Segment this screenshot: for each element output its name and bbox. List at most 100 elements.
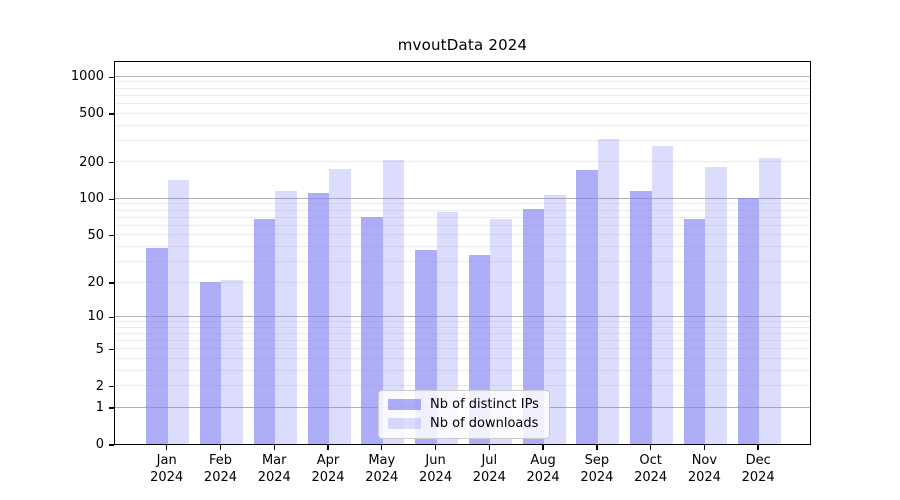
bar-nov-downloads [705, 167, 727, 444]
x-tick-label-sep: Sep 2024 [580, 453, 614, 485]
minor-gridline [115, 203, 810, 205]
x-tick-label-dec: Dec 2024 [741, 453, 775, 485]
y-tick-mark [109, 316, 114, 319]
minor-gridline [115, 326, 810, 328]
y-tick-label: 0 [95, 437, 104, 452]
bar-dec-distinct-ips [737, 198, 760, 444]
bar-oct-distinct-ips [630, 190, 652, 444]
y-tick-label: 50 [87, 227, 104, 243]
y-tick-mark [109, 235, 114, 237]
legend-label-downloads: Nb of downloads [430, 416, 539, 431]
minor-gridline [115, 385, 810, 387]
bar-aug-downloads [544, 194, 566, 444]
bar-may-downloads [382, 160, 405, 444]
y-tick-mark [109, 113, 114, 115]
bar-aug-distinct-ips [522, 208, 545, 444]
x-tick-mark [488, 445, 490, 450]
bar-nov-distinct-ips [683, 218, 706, 444]
legend-swatch-distinct-ips-icon [388, 399, 421, 410]
bar-sep-downloads [597, 138, 620, 444]
y-tick-mark [109, 407, 114, 409]
x-tick-label-jun: Jun 2024 [419, 453, 453, 485]
x-tick-label-jan: Jan 2024 [150, 453, 184, 485]
minor-gridline [115, 216, 810, 218]
minor-gridline [115, 320, 810, 322]
legend: Nb of distinct IPs Nb of downloads [378, 390, 550, 439]
major-gridline [115, 197, 810, 199]
y-tick-mark [109, 282, 114, 284]
x-tick-mark [434, 445, 437, 450]
y-tick-mark [109, 444, 114, 446]
minor-gridline [115, 339, 810, 341]
minor-gridline [115, 357, 810, 359]
x-tick-label-mar: Mar 2024 [257, 453, 291, 485]
y-tick-label: 5 [95, 341, 104, 357]
y-tick-label: 1000 [70, 69, 104, 85]
y-tick-label: 10 [87, 309, 104, 325]
minor-gridline [115, 224, 810, 226]
x-tick-label-may: May 2024 [365, 453, 399, 485]
y-tick-label: 100 [79, 191, 104, 207]
minor-gridline [115, 245, 810, 247]
x-tick-mark [596, 445, 598, 450]
minor-gridline [115, 348, 810, 350]
x-tick-mark [381, 445, 383, 450]
minor-gridline [115, 161, 810, 163]
minor-gridline [115, 281, 810, 283]
minor-gridline [115, 332, 810, 334]
x-tick-label-jul: Jul 2024 [472, 453, 506, 485]
y-tick-label: 1 [95, 400, 104, 416]
bar-feb-downloads [221, 279, 243, 444]
major-gridline [115, 75, 810, 77]
minor-gridline [115, 103, 810, 104]
minor-gridline [115, 369, 810, 371]
y-tick-label: 20 [87, 274, 104, 290]
plot-area [114, 61, 811, 445]
x-tick-label-apr: Apr 2024 [311, 453, 345, 485]
bar-apr-downloads [329, 168, 351, 444]
bar-jun-downloads [436, 212, 459, 444]
y-tick-label: 500 [79, 106, 104, 122]
x-tick-mark [757, 445, 759, 450]
x-tick-mark [703, 445, 706, 450]
bar-feb-distinct-ips [199, 282, 222, 444]
minor-gridline [115, 124, 810, 126]
x-tick-mark [649, 445, 652, 450]
minor-gridline [115, 112, 810, 114]
bar-jan-distinct-ips [146, 247, 168, 444]
y-tick-mark [109, 76, 114, 79]
legend-item-downloads: Nb of downloads [388, 416, 539, 431]
major-gridline [115, 315, 810, 317]
x-tick-mark [327, 445, 329, 450]
bar-jan-downloads [167, 179, 190, 444]
minor-gridline [115, 234, 810, 236]
bar-sep-distinct-ips [576, 170, 598, 444]
y-tick-label: 200 [79, 154, 104, 170]
chart-title: mvoutData 2024 [397, 36, 528, 54]
legend-swatch-downloads-icon [388, 418, 421, 429]
bar-may-distinct-ips [361, 217, 383, 444]
y-tick-mark [109, 385, 114, 388]
x-tick-mark [166, 445, 168, 450]
y-tick-mark [109, 198, 114, 201]
bar-apr-distinct-ips [307, 193, 329, 444]
bar-oct-downloads [651, 146, 674, 444]
minor-gridline [115, 260, 810, 262]
minor-gridline [115, 94, 810, 96]
legend-label-distinct-ips: Nb of distinct IPs [430, 397, 539, 412]
x-tick-mark [542, 445, 544, 450]
bar-mar-downloads [275, 191, 297, 444]
x-tick-label-aug: Aug 2024 [526, 453, 560, 485]
y-tick-mark [109, 162, 114, 164]
x-tick-label-feb: Feb 2024 [203, 453, 238, 485]
y-tick-label: 2 [95, 378, 104, 394]
legend-item-distinct-ips: Nb of distinct IPs [388, 397, 539, 412]
minor-gridline [115, 209, 810, 211]
bar-jul-downloads [490, 219, 512, 444]
minor-gridline [115, 81, 810, 83]
x-tick-mark [273, 445, 275, 450]
minor-gridline [115, 87, 810, 89]
x-tick-mark [219, 445, 222, 450]
bar-mar-distinct-ips [253, 218, 276, 444]
